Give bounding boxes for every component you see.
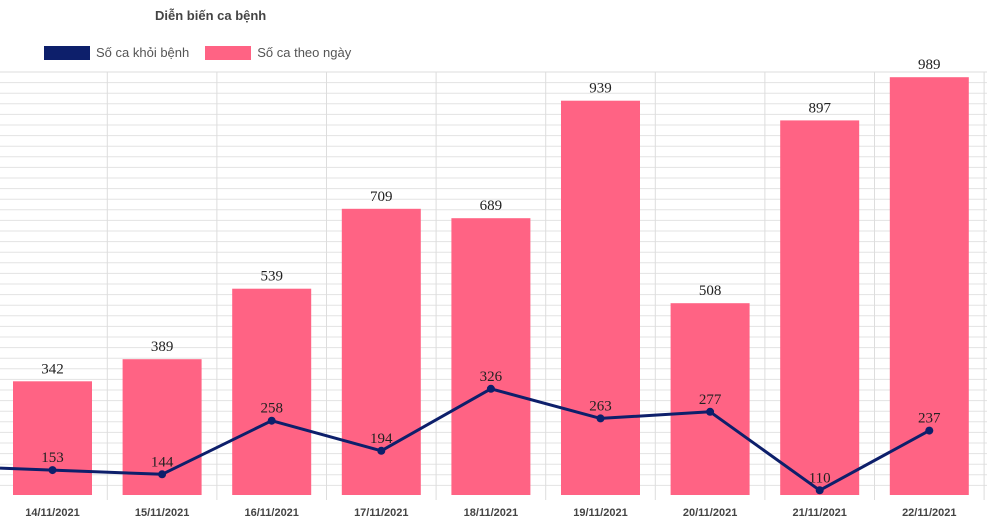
bar-value-label: 389	[151, 339, 174, 355]
legend-item-recovered[interactable]: Số ca khỏi bệnh	[44, 45, 189, 60]
bar-value-label: 689	[480, 198, 503, 214]
point-value-label: 258	[260, 401, 283, 417]
x-tick-label: 16/11/2021	[244, 507, 298, 519]
bar-daily-cases	[561, 100, 640, 495]
point-recovered	[377, 446, 386, 455]
point-value-label: 277	[699, 392, 722, 408]
x-tick-label: 18/11/2021	[464, 507, 518, 519]
bar-daily-cases	[451, 218, 531, 495]
bar-value-label: 709	[370, 189, 393, 205]
x-tick-label: 20/11/2021	[683, 507, 737, 519]
point-recovered	[925, 426, 934, 435]
bar-daily-cases	[889, 77, 969, 495]
point-value-label: 326	[480, 369, 503, 385]
x-tick-label: 19/11/2021	[573, 507, 627, 519]
bar-value-label: 539	[260, 269, 283, 285]
legend-swatch-recovered	[44, 45, 90, 60]
point-recovered	[815, 486, 824, 495]
point-value-label: 110	[809, 470, 831, 486]
point-value-label: 153	[41, 450, 64, 466]
point-value-label: 144	[151, 454, 174, 470]
bar-value-label: 989	[918, 57, 941, 73]
x-tick-label: 21/11/2021	[792, 507, 846, 519]
x-tick-label: 15/11/2021	[135, 507, 189, 519]
point-recovered	[706, 407, 715, 416]
line-recovered	[0, 387, 931, 492]
point-value-label: 263	[589, 398, 612, 414]
bar-daily-cases	[780, 120, 860, 496]
legend-item-daily-cases[interactable]: Số ca theo ngày	[205, 45, 351, 60]
bar-daily-cases	[670, 303, 750, 495]
point-recovered	[48, 466, 57, 475]
bar-value-label: 939	[589, 81, 612, 97]
point-recovered	[596, 414, 605, 423]
bar-value-label: 342	[41, 361, 64, 377]
bar-daily-cases	[13, 381, 92, 495]
point-value-label: 194	[370, 431, 393, 447]
legend-label-daily-cases: Số ca theo ngày	[257, 45, 352, 60]
x-tick-label: 22/11/2021	[902, 507, 956, 519]
point-recovered	[267, 416, 276, 425]
bar-value-label: 897	[808, 100, 831, 116]
legend-swatch-daily-cases	[205, 45, 252, 60]
bar-daily-cases	[232, 288, 312, 495]
chart-title: Diễn biến ca bệnh	[155, 8, 267, 23]
x-tick-label: 17/11/2021	[354, 507, 408, 519]
legend: Số ca khỏi bệnh Số ca theo ngày	[44, 45, 367, 60]
point-recovered	[486, 384, 495, 393]
point-recovered	[158, 470, 167, 479]
legend-label-recovered: Số ca khỏi bệnh	[96, 45, 190, 60]
x-tick-label: 14/11/2021	[25, 507, 79, 519]
point-value-label: 237	[918, 411, 941, 427]
bar-value-label: 508	[699, 283, 722, 299]
